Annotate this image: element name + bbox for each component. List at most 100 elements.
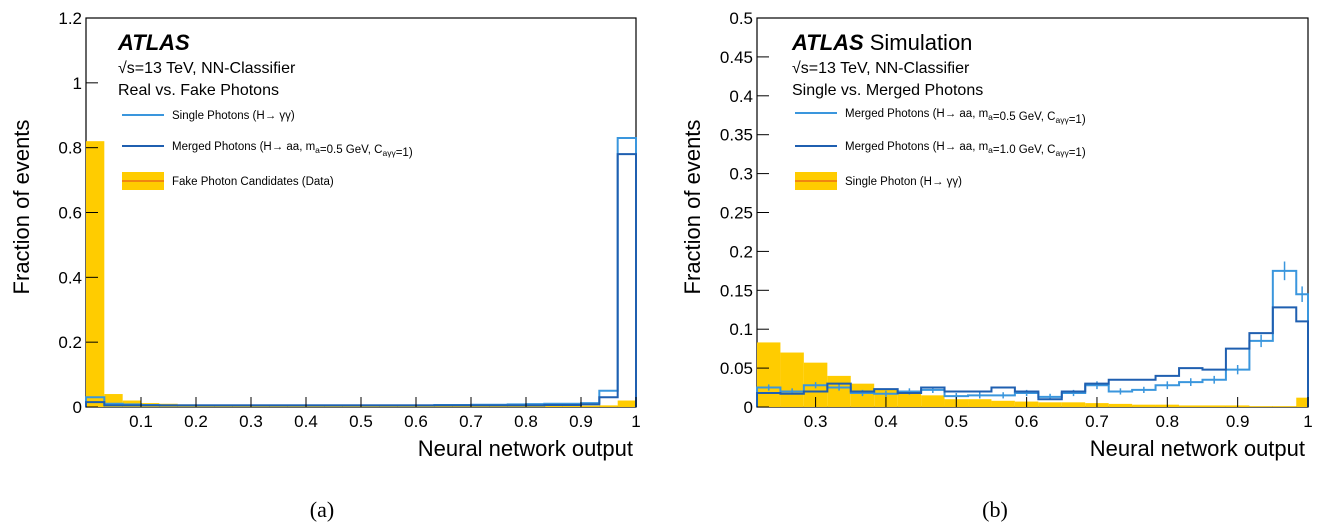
legend-subscript: a (988, 112, 993, 122)
hist-bar-b-s2-13 (1061, 402, 1086, 407)
legend-label-b-2: Single Photon (H→ γγ) (845, 176, 962, 188)
legend-text-part: =0.5 GeV, C (993, 111, 1056, 123)
hist-bar-a-s2-23 (507, 406, 526, 407)
y-axis-title-b: Fraction of events (680, 120, 705, 295)
atlas-label-b-suffix: Simulation (870, 30, 973, 55)
hist-bar-b-s2-22 (1272, 406, 1297, 407)
y-tick-label-b-0: 0 (744, 398, 753, 417)
legend-text-part: Single Photons (H→ γγ) (172, 110, 295, 122)
x-tick-label-b-0: 0.3 (804, 412, 828, 431)
hist-bar-b-s2-7 (921, 395, 945, 407)
legend-subscript: aγγ (1055, 115, 1069, 125)
legend-subscript: aγγ (1055, 148, 1069, 158)
legend-text-part: =1) (1069, 147, 1086, 159)
legend-text-part: Merged Photons (H→ aa, m (845, 108, 988, 120)
x-tick-label-a-2: 0.3 (239, 412, 263, 431)
hist-bar-b-s2-21 (1249, 406, 1273, 407)
y-tick-label-a-4: 0.8 (58, 139, 82, 158)
atlas-label-b: ATLAS Simulation (791, 30, 972, 55)
hist-line-a-s1 (85, 153, 637, 407)
hist-bar-a-s2-22 (489, 406, 508, 407)
x-tick-label-b-1: 0.4 (874, 412, 898, 431)
x-tick-label-a-8: 0.9 (569, 412, 593, 431)
legend-subscript: a (988, 145, 993, 155)
y-tick-label-b-3: 0.15 (720, 281, 753, 300)
x-tick-label-a-4: 0.5 (349, 412, 373, 431)
y-tick-label-b-8: 0.4 (729, 87, 753, 106)
legend-label-b-0: Merged Photons (H→ aa, ma=0.5 GeV, Caγγ=… (845, 108, 1086, 126)
legend-text-part: Merged Photons (H→ aa, m (845, 141, 988, 153)
legend-text-part: =0.5 GeV, C (320, 144, 383, 156)
hist-bar-a-s2-29 (617, 400, 636, 407)
hist-bar-a-s2-26 (562, 406, 581, 407)
x-tick-label-b-7: 1 (1303, 412, 1312, 431)
info-line-b-2: Single vs. Merged Photons (792, 82, 983, 99)
legend-label-a-0: Single Photons (H→ γγ) (172, 110, 295, 122)
hist-bar-b-s2-19 (1202, 405, 1226, 407)
hist-bar-a-s2-16 (379, 406, 398, 407)
x-tick-label-a-0: 0.1 (129, 412, 153, 431)
info-line-b-1: √s=13 TeV, NN-Classifier (792, 60, 970, 77)
hist-bar-b-s2-18 (1179, 405, 1203, 407)
info-line-a-1: √s=13 TeV, NN-Classifier (118, 60, 296, 77)
legend-subscript: a (315, 145, 320, 155)
hist-bar-b-s2-12 (1038, 402, 1062, 407)
y-tick-label-b-9: 0.45 (720, 48, 753, 67)
y-tick-label-b-5: 0.25 (720, 204, 753, 223)
hist-bar-b-s2-3 (827, 375, 851, 407)
x-tick-label-a-5: 0.6 (404, 412, 428, 431)
y-tick-label-a-3: 0.6 (58, 204, 82, 223)
hist-bar-a-s2-15 (361, 406, 380, 407)
y-tick-label-b-7: 0.35 (720, 126, 753, 145)
y-tick-label-a-6: 1.2 (58, 9, 82, 28)
x-tick-label-b-5: 0.8 (1155, 412, 1179, 431)
hist-bar-a-s2-19 (434, 406, 453, 407)
x-tick-label-b-4: 0.7 (1085, 412, 1109, 431)
hist-bar-a-s2-21 (471, 406, 490, 407)
hist-bar-b-s2-23 (1296, 397, 1308, 407)
legend-label-b-1: Merged Photons (H→ aa, ma=1.0 GeV, Caγγ=… (845, 141, 1086, 159)
hist-bar-b-s2-0 (757, 342, 781, 407)
legend-text-part: =1) (396, 147, 413, 159)
hist-bar-b-s2-1 (780, 352, 804, 407)
hist-bar-b-s2-16 (1132, 404, 1156, 407)
y-tick-label-b-1: 0.05 (720, 359, 753, 378)
info-line-a-2: Real vs. Fake Photons (118, 82, 279, 99)
x-axis-title-b: Neural network output (1090, 436, 1305, 461)
y-axis-title-a: Fraction of events (9, 120, 34, 295)
legend-text-part: =1.0 GeV, C (993, 144, 1056, 156)
x-tick-label-a-6: 0.7 (459, 412, 483, 431)
x-axis-title-a: Neural network output (418, 436, 633, 461)
legend-subscript: aγγ (382, 148, 396, 158)
x-tick-label-b-2: 0.5 (944, 412, 968, 431)
hist-line-a-s0 (85, 136, 637, 407)
panel-caption-b: (b) (982, 497, 1008, 522)
x-tick-label-a-3: 0.4 (294, 412, 318, 431)
legend-text-part: Fake Photon Candidates (Data) (172, 176, 334, 188)
y-tick-label-a-1: 0.2 (58, 333, 82, 352)
y-tick-label-a-2: 0.4 (58, 268, 82, 287)
x-tick-label-a-7: 0.8 (514, 412, 538, 431)
hist-bar-a-s2-18 (416, 406, 435, 407)
legend-text-part: =1) (1069, 114, 1086, 126)
y-tick-label-b-6: 0.3 (729, 165, 753, 184)
x-tick-label-a-1: 0.2 (184, 412, 208, 431)
hist-bar-a-s2-24 (526, 406, 545, 407)
y-tick-label-b-4: 0.2 (729, 242, 753, 261)
legend-text-part: Merged Photons (H→ aa, m (172, 141, 315, 153)
hist-bar-a-s2-20 (452, 406, 471, 407)
panel-caption-a: (a) (310, 497, 334, 522)
hist-bar-b-s2-6 (897, 392, 922, 407)
y-tick-label-b-10: 0.5 (729, 9, 753, 28)
hist-line-b-s1 (756, 306, 1309, 407)
hist-bar-a-s2-25 (544, 406, 563, 407)
y-tick-label-b-2: 0.1 (729, 320, 753, 339)
legend-label-a-1: Merged Photons (H→ aa, ma=0.5 GeV, Caγγ=… (172, 141, 413, 159)
panel-b: 0.3 0.4 0.5 0.6 0.7 0.8 0.9 1 0 0.05 0.1 0.15 0.2 0.2… (680, 9, 1313, 522)
atlas-label-b-bold: ATLAS (791, 30, 864, 55)
x-tick-label-b-3: 0.6 (1015, 412, 1039, 431)
x-tick-label-a-9: 1 (631, 412, 640, 431)
hist-bar-a-s2-27 (581, 405, 600, 407)
atlas-label-a: ATLAS (117, 30, 190, 55)
